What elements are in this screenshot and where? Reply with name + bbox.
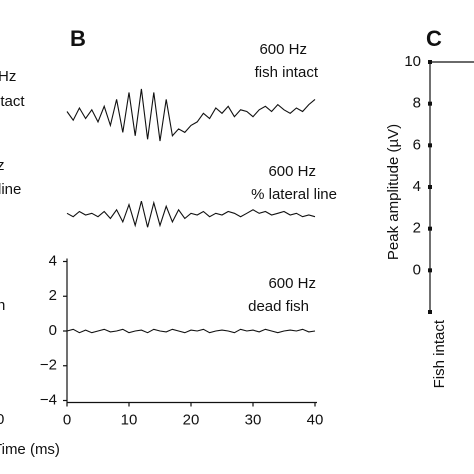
y-tick-label: −2 [40, 357, 57, 374]
y-tick-label: 0 [49, 322, 57, 339]
panel-a-xlabel: Time (ms) [0, 441, 60, 458]
trace-title: 600 Hz [268, 275, 316, 292]
y-tick [428, 185, 432, 189]
panel-a-fragment: n [0, 297, 5, 314]
y-tick [428, 143, 432, 148]
y-tick-label: 4 [413, 178, 421, 195]
x-tick-label: 10 [121, 411, 138, 428]
y-tick-label: 2 [413, 220, 421, 237]
panel-a-fragment: ntact [0, 93, 25, 110]
y-tick [428, 60, 432, 64]
panel-label: C [426, 26, 442, 51]
y-tick [428, 101, 432, 106]
x-tick-label: 40 [307, 411, 324, 428]
y-tick [428, 268, 432, 273]
panel-a-fragment: line [0, 181, 21, 198]
x-tick-label: Fish intact [431, 319, 448, 388]
trace [66, 88, 316, 142]
trace-title: fish intact [255, 64, 319, 81]
y-tick [428, 226, 432, 231]
panel-a-fragment: z [0, 157, 5, 174]
y-tick-label: 0 [413, 261, 421, 278]
panel-label: B [70, 26, 86, 51]
panel-a-fragment: 0 [0, 411, 4, 428]
panel-a-fragment: Hz [0, 68, 16, 85]
trace [66, 200, 316, 228]
y-axis-label: Peak amplitude (µV) [385, 124, 402, 260]
trace-title: dead fish [248, 298, 309, 315]
y-tick-label: 2 [49, 287, 57, 304]
y-tick-label: 10 [404, 53, 421, 70]
y-tick-label: 4 [49, 252, 57, 269]
x-tick-label: 0 [63, 411, 71, 428]
y-tick-label: 6 [413, 136, 421, 153]
x-tick-label: 30 [245, 411, 262, 428]
trace [66, 328, 316, 334]
trace-title: % lateral line [251, 186, 337, 203]
x-tick-label: 20 [183, 411, 200, 428]
y-tick-label: −4 [40, 391, 57, 408]
y-tick-label: 8 [413, 95, 421, 112]
trace-title: 600 Hz [268, 163, 316, 180]
trace-title: 600 Hz [259, 41, 307, 58]
axis-end [428, 310, 432, 314]
